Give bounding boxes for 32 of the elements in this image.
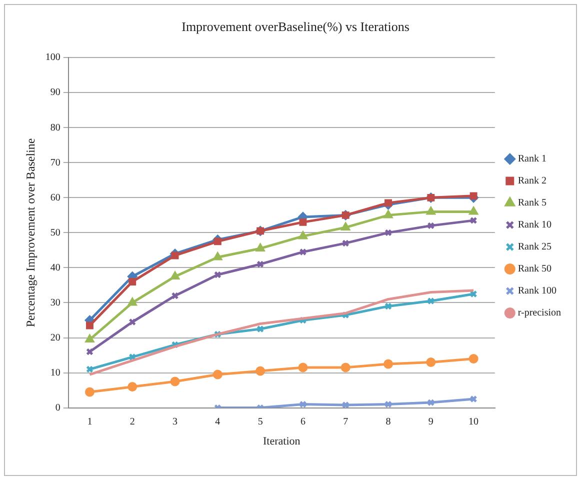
y-tick-label: 10 — [50, 367, 60, 378]
x-tick-label: 6 — [300, 416, 306, 428]
legend-label: Rank 25 — [518, 242, 552, 253]
y-tick-label: 100 — [45, 52, 60, 64]
y-tick-label: 40 — [50, 262, 60, 274]
y-tick-label: 50 — [50, 227, 60, 238]
x-tick-label: 3 — [172, 416, 178, 428]
x-tick-label: 8 — [386, 416, 391, 428]
x-tick-label: 5 — [258, 416, 263, 428]
y-tick-label: 20 — [50, 332, 60, 344]
x-tick-label: 2 — [130, 416, 135, 428]
y-tick-label: 0 — [55, 402, 60, 414]
chart-title: Improvement overBaseline(%) vs Iterations — [182, 19, 410, 34]
x-tick-label: 1 — [87, 416, 92, 428]
legend-label: Rank 100 — [518, 286, 556, 297]
y-tick-label: 60 — [50, 192, 60, 204]
y-tick-label: 90 — [50, 87, 60, 98]
y-tick-label: 30 — [50, 297, 60, 308]
y-tick-label: 80 — [50, 122, 60, 134]
x-tick-label: 4 — [215, 416, 220, 428]
legend-label: Rank 1 — [518, 154, 546, 165]
legend-label: Rank 10 — [518, 220, 552, 231]
x-tick-label: 10 — [468, 416, 479, 428]
legend-label: r-precision — [518, 308, 562, 319]
x-tick-label: 9 — [428, 416, 434, 428]
legend-label: Rank 50 — [518, 264, 552, 275]
legend-label: Rank 5 — [518, 198, 546, 209]
y-axis-title: Percentage Improvement over Baseline — [23, 138, 38, 328]
legend-label: Rank 2 — [518, 176, 546, 187]
x-tick-label: 7 — [343, 416, 348, 428]
y-tick-label: 70 — [50, 157, 60, 168]
x-axis-title: Iteration — [263, 435, 301, 448]
